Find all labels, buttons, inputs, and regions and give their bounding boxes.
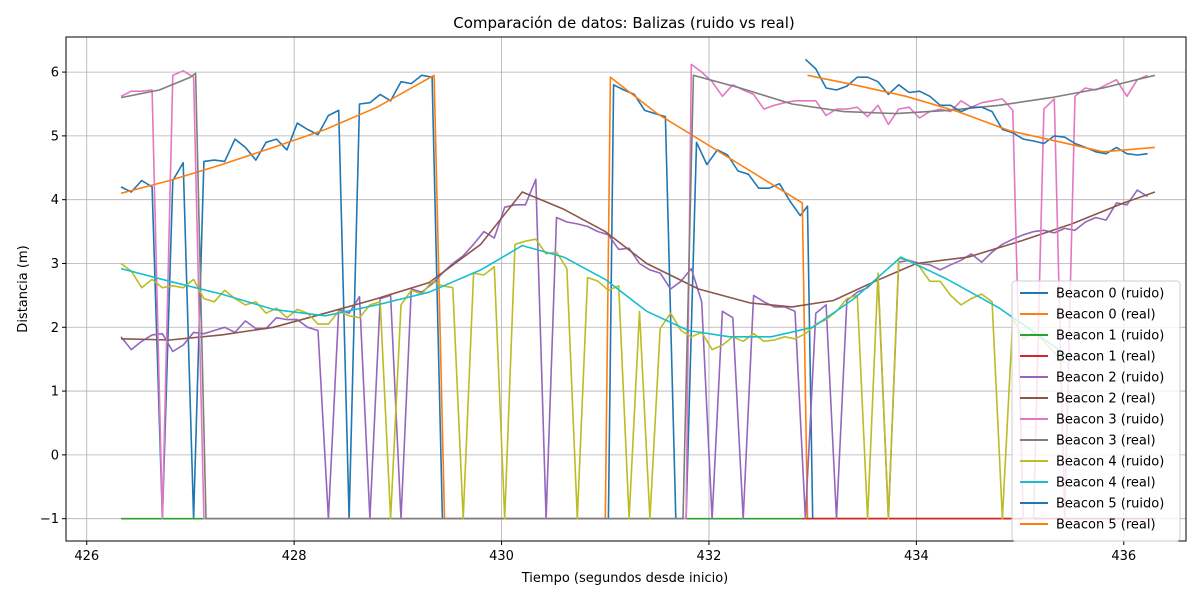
legend-label: Beacon 2 (real) <box>1056 392 1156 407</box>
series-line-beacon-2-real <box>120 191 1156 341</box>
y-axis-ticks: −1 0 1 2 3 4 5 6 <box>40 66 66 527</box>
y-tick-label: −1 <box>40 512 59 527</box>
legend-label: Beacon 4 (real) <box>1056 476 1156 491</box>
x-axis-label: Tiempo (segundos desde inicio) <box>521 571 729 586</box>
legend-label: Beacon 3 (real) <box>1056 434 1156 449</box>
legend-label: Beacon 2 (ruido) <box>1056 371 1164 386</box>
series-line-beacon-3-ruido <box>120 63 1148 520</box>
legend-box <box>1011 280 1181 542</box>
legend: Beacon 0 (ruido) Beacon 0 (real) Beacon 1 … <box>1011 280 1181 542</box>
series-line-beacon-0-ruido <box>120 74 1155 520</box>
x-tick-label: 430 <box>489 549 514 564</box>
series-line-beacon-3-real <box>120 72 1156 520</box>
y-tick-label: 4 <box>51 193 59 208</box>
x-tick-label: 436 <box>1111 549 1136 564</box>
y-tick-label: 0 <box>51 448 59 463</box>
y-axis-label: Distancia (m) <box>16 245 31 332</box>
legend-label: Beacon 0 (real) <box>1056 308 1156 323</box>
y-tick-label: 2 <box>51 321 59 336</box>
chart-title: Comparación de datos: Balizas (ruido vs … <box>453 14 795 32</box>
series-line-beacon-4-real <box>120 244 1073 360</box>
x-tick-label: 434 <box>904 549 929 564</box>
legend-label: Beacon 4 (ruido) <box>1056 455 1164 470</box>
y-tick-label: 1 <box>51 385 59 400</box>
legend-label: Beacon 1 (real) <box>1056 350 1156 365</box>
series-line-beacon-5-real <box>807 74 1155 153</box>
x-tick-label: 426 <box>74 549 99 564</box>
legend-label: Beacon 5 (ruido) <box>1056 497 1164 512</box>
legend-label: Beacon 3 (ruido) <box>1056 413 1164 428</box>
legend-label: Beacon 5 (real) <box>1056 518 1156 533</box>
plot-series <box>120 58 1156 520</box>
x-tick-label: 428 <box>282 549 307 564</box>
plot-frame <box>65 36 1187 542</box>
y-tick-label: 6 <box>51 66 59 81</box>
x-axis-ticks: 426 428 430 432 434 436 <box>74 541 1136 564</box>
legend-label: Beacon 0 (ruido) <box>1056 287 1164 302</box>
y-tick-label: 5 <box>51 129 59 144</box>
legend-label: Beacon 1 (ruido) <box>1056 329 1164 344</box>
series-line-beacon-2-ruido <box>120 178 1149 520</box>
x-tick-label: 432 <box>697 549 722 564</box>
y-tick-label: 3 <box>51 257 59 272</box>
